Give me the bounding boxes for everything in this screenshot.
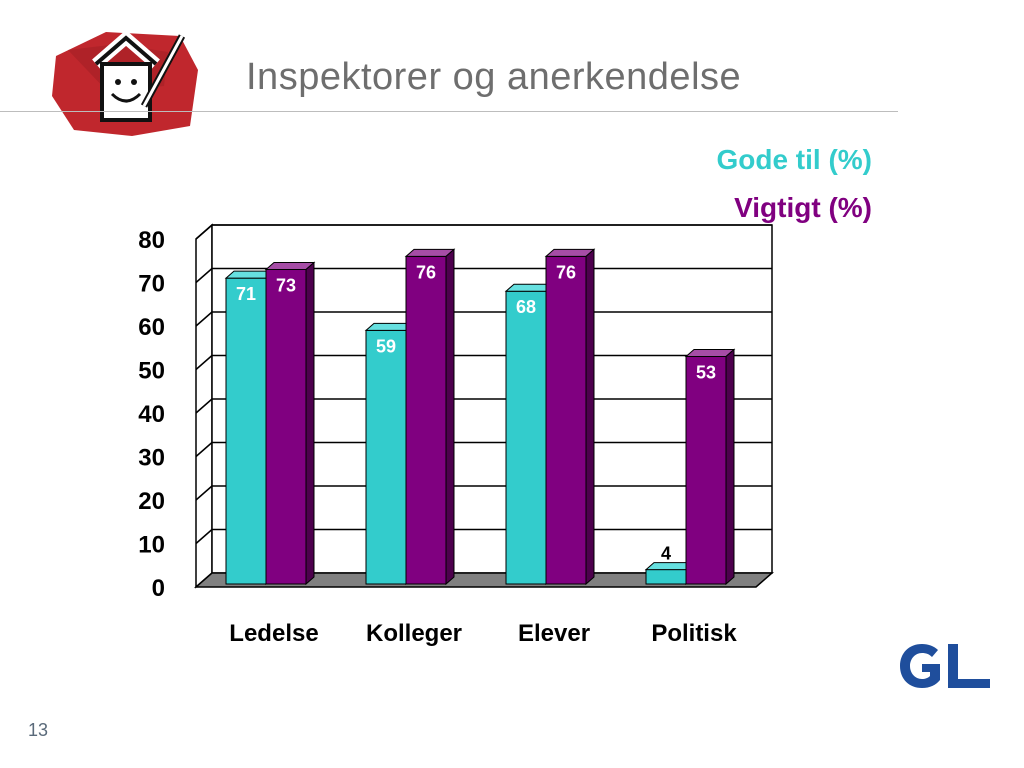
bar-gode-front — [365, 329, 407, 585]
gridline-side — [195, 267, 213, 284]
gridline-side — [195, 354, 213, 371]
y-tick-label: 40 — [138, 401, 165, 428]
x-category-label: Politisk — [651, 620, 737, 647]
bar-gode-front — [645, 569, 687, 585]
bar-vigtigt-side — [445, 248, 455, 586]
bar-vigtigt-front — [545, 255, 587, 585]
gridline-side — [195, 311, 213, 327]
y-tick-label: 50 — [138, 358, 165, 385]
y-tick-label: 0 — [152, 575, 165, 602]
data-label: 59 — [376, 336, 396, 356]
page-number: 13 — [28, 720, 49, 740]
y-tick-label: 60 — [138, 314, 165, 341]
bar-gode-front — [225, 277, 267, 585]
bar-vigtigt-front — [405, 255, 447, 585]
data-label: 76 — [556, 262, 576, 282]
gridline-side — [195, 398, 213, 414]
house-smiley-pencil-icon — [52, 30, 198, 136]
title-divider — [0, 111, 898, 112]
gridline-side — [195, 441, 213, 458]
y-tick-label: 30 — [138, 445, 165, 472]
bar-vigtigt-side — [585, 248, 595, 586]
data-label: 53 — [696, 362, 716, 382]
bar-gode-front — [505, 290, 547, 585]
data-label: 71 — [236, 284, 256, 304]
bar-vigtigt-front — [265, 268, 307, 585]
slide-title: Inspektorer og anerkendelse — [246, 56, 742, 98]
gl-logo-icon — [900, 644, 990, 688]
x-category-label: Ledelse — [229, 620, 318, 647]
x-category-label: Elever — [518, 620, 590, 647]
gridline-side — [195, 485, 213, 501]
data-label: 4 — [661, 544, 671, 564]
y-tick-label: 80 — [138, 227, 165, 254]
bar-vigtigt-side — [725, 348, 735, 586]
legend-entry-vigtigt: Vigtigt (%) — [734, 192, 872, 223]
data-label: 76 — [416, 262, 436, 282]
legend-entry-gode: Gode til (%) — [716, 144, 872, 175]
gridline-side — [195, 224, 213, 240]
data-label: 68 — [516, 297, 536, 317]
chart-legend: Gode til (%) Vigtigt (%) — [716, 136, 872, 232]
bar-vigtigt-side — [305, 261, 315, 586]
x-category-label: Kolleger — [366, 620, 462, 647]
y-tick-label: 70 — [138, 271, 165, 298]
y-tick-label: 10 — [138, 532, 165, 559]
bar-vigtigt-front — [685, 355, 727, 585]
y-tick-label: 20 — [138, 488, 165, 515]
data-label: 73 — [276, 275, 296, 295]
gridline-side — [195, 528, 213, 545]
